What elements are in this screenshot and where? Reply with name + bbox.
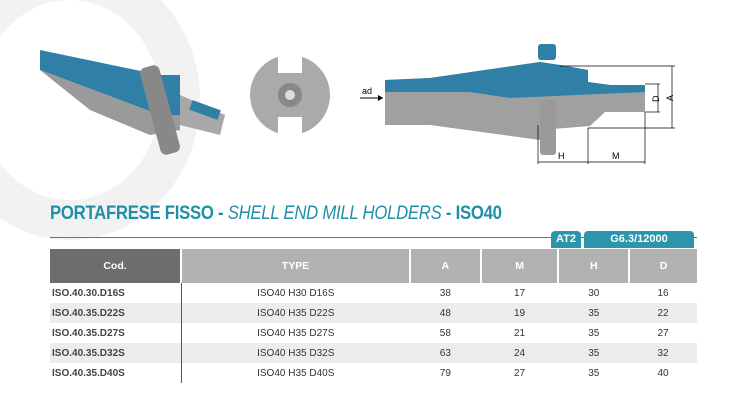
title-underline [50, 237, 697, 238]
table-row: ISO.40.35.D22S ISO40 H35 D22S 48 19 35 22 [50, 303, 697, 323]
table-row: ISO.40.35.D32S ISO40 H35 D32S 63 24 35 32 [50, 343, 697, 363]
cell-m: 17 [514, 287, 526, 299]
title-main: PORTAFRESE FISSO [50, 203, 214, 224]
col-a: A [409, 249, 481, 283]
cell-a: 58 [439, 327, 451, 339]
cell-d: 22 [629, 303, 697, 323]
cell-d: 16 [657, 287, 669, 299]
cell-m: 24 [480, 343, 559, 363]
cell-m: 27 [514, 367, 526, 379]
cell-type: ISO40 H35 D40S [257, 367, 335, 379]
cell-cod: ISO.40.35.D40S [50, 363, 182, 383]
tool-3d-view-image [40, 50, 225, 155]
title-separator: - [441, 203, 456, 224]
cell-a: 38 [439, 287, 451, 299]
col-type: TYPE [180, 249, 410, 283]
cell-h: 35 [558, 343, 630, 363]
col-cod: Cod. [50, 249, 181, 283]
cell-h: 35 [588, 327, 600, 339]
table-row: ISO.40.35.D40S ISO40 H35 D40S 79 27 35 40 [50, 363, 697, 383]
title-separator: - [213, 203, 228, 224]
dim-label-ad: ad [362, 86, 372, 96]
title-code: ISO40 [455, 203, 502, 224]
tool-dimension-drawing: ad A D H M [360, 44, 675, 164]
cell-a: 63 [410, 343, 481, 363]
cell-a: 79 [439, 367, 451, 379]
table-row: ISO.40.35.D27S ISO40 H35 D27S 58 21 35 27 [50, 323, 697, 343]
dim-label-H: H [558, 151, 565, 161]
cell-cod: ISO.40.30.D16S [50, 283, 182, 303]
cell-h: 35 [588, 367, 600, 379]
badge-balance: G6.3/12000 [584, 231, 694, 248]
cell-cod: ISO.40.35.D27S [50, 323, 182, 343]
cell-m: 21 [514, 327, 526, 339]
cell-a: 48 [410, 303, 481, 323]
col-m: M [479, 249, 559, 283]
cell-type: ISO40 H35 D27S [257, 327, 335, 339]
badge-at2: AT2 [551, 231, 581, 248]
title-english: SHELL END MILL HOLDERS [227, 203, 442, 224]
col-h: H [557, 249, 630, 283]
tool-end-view-image [250, 53, 330, 137]
dim-label-A: A [665, 95, 675, 101]
dim-label-D: D [651, 95, 661, 102]
cell-type: ISO40 H35 D22S [181, 303, 410, 323]
page-title: PORTAFRESE FISSO - SHELL END MILL HOLDER… [50, 203, 502, 225]
table-header: Cod. TYPE A M H D [50, 249, 697, 283]
cell-cod: ISO.40.35.D22S [50, 303, 182, 323]
cell-type: ISO40 H35 D32S [181, 343, 410, 363]
cell-m: 19 [480, 303, 559, 323]
dim-label-M: M [612, 151, 620, 161]
cell-h: 35 [558, 303, 630, 323]
cell-d: 32 [629, 343, 697, 363]
cell-cod: ISO.40.35.D32S [50, 343, 182, 363]
cell-type: ISO40 H30 D16S [257, 287, 335, 299]
cell-d: 27 [657, 327, 669, 339]
product-table: Cod. TYPE A M H D ISO.40.30.D16S ISO40 H3… [50, 249, 697, 383]
col-d: D [628, 249, 697, 283]
cell-h: 30 [588, 287, 600, 299]
table-row: ISO.40.30.D16S ISO40 H30 D16S 38 17 30 16 [50, 283, 697, 303]
cell-d: 40 [657, 367, 669, 379]
